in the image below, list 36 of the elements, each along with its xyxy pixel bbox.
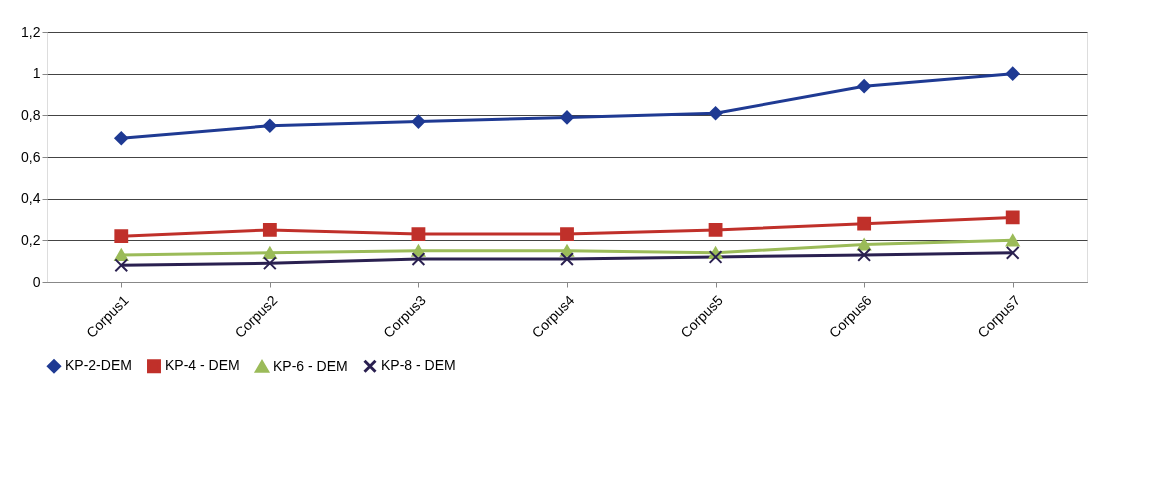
point [262, 246, 277, 259]
point [1005, 210, 1020, 225]
point [262, 223, 277, 237]
y-tick-label: 1,2 [21, 23, 41, 40]
legend-label: KP-2-DEM [65, 357, 132, 374]
point [262, 118, 277, 133]
point [560, 227, 574, 241]
point [1005, 234, 1020, 247]
legend-label: KP-4 - DEM [165, 357, 240, 374]
point [857, 248, 872, 262]
point [857, 238, 872, 251]
y-tick-label: 0,6 [21, 148, 41, 165]
point [411, 114, 426, 129]
point [857, 216, 872, 231]
point [560, 110, 574, 125]
point [1005, 66, 1020, 81]
point [1005, 245, 1020, 260]
y-tick-label: 0 [32, 273, 41, 290]
legend-label: KP-8 - DEM [381, 357, 456, 374]
point [708, 106, 723, 121]
point [708, 223, 723, 237]
point [114, 131, 129, 146]
point [708, 250, 723, 264]
point [411, 252, 426, 266]
point [411, 227, 426, 241]
y-tick-label: 0,4 [21, 190, 41, 207]
point [262, 256, 277, 271]
y-tick-label: 0,2 [21, 231, 41, 248]
point [114, 248, 129, 262]
y-tick-label: 0,8 [21, 106, 41, 123]
point [114, 229, 129, 244]
point [114, 258, 129, 273]
point [857, 79, 872, 94]
legend-label: KP-6 - DEM [273, 357, 348, 374]
point [560, 252, 574, 266]
y-tick-label: 1 [32, 65, 41, 82]
